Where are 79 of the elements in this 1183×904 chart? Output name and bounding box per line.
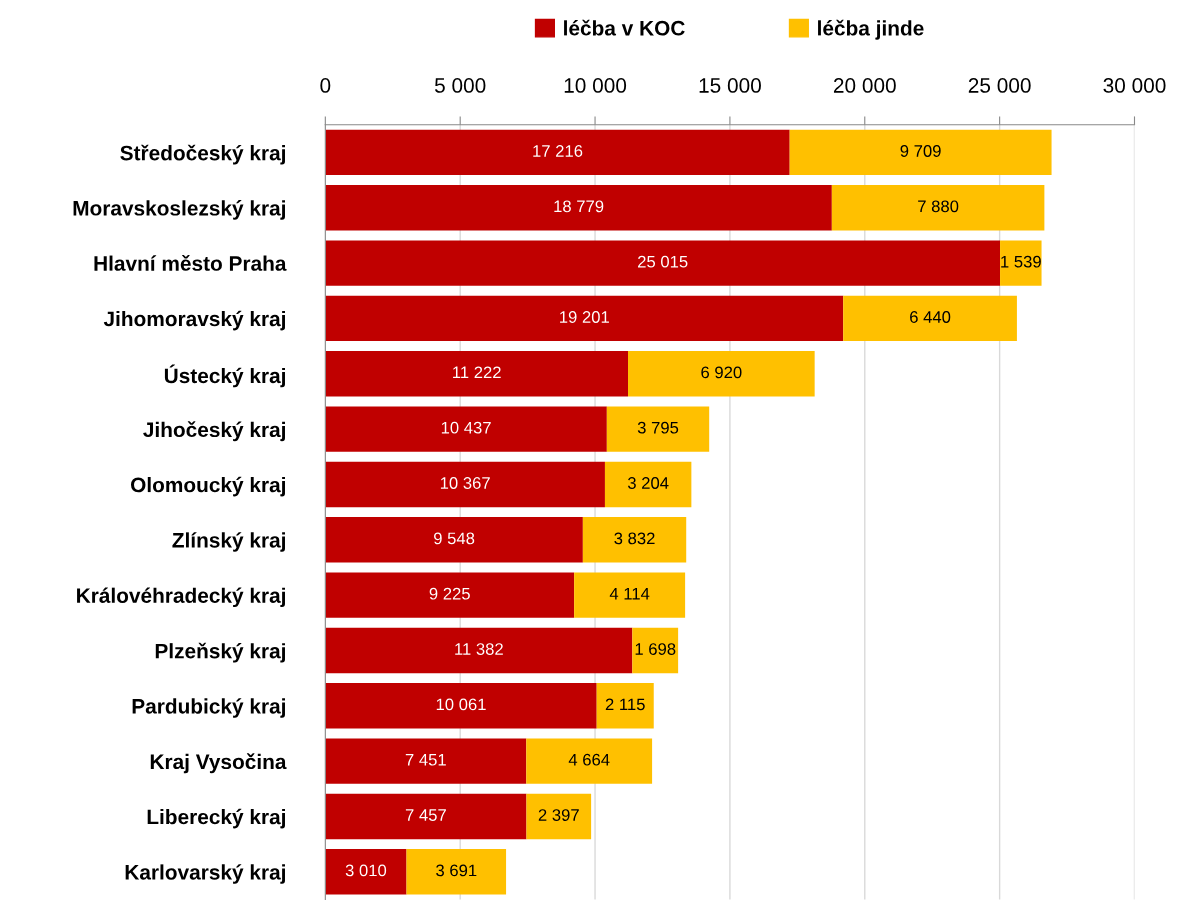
data-label: 11 222 [453,366,501,379]
bar [789,129,1052,176]
bar [325,351,629,397]
y-tick-label: Liberecký kraj [147,808,285,829]
data-label: 11 382 [455,643,503,655]
bar [325,849,407,895]
bar [325,572,575,618]
y-tick-label: Jihočeský kraj [143,421,285,442]
bar [574,572,686,618]
data-label: 19 201 [560,311,609,323]
bar [596,683,654,729]
bar [526,793,592,840]
bar [325,461,605,508]
bar [325,683,597,729]
bar [406,849,507,895]
y-tick-label: Zlínský kraj [172,532,285,552]
data-label: 7 451 [405,753,446,766]
data-label: 25 015 [638,255,688,268]
data-label: 10 367 [440,477,490,489]
data-label: 6 920 [701,366,742,379]
bar [325,793,527,840]
data-label: 17 216 [533,145,583,157]
bar [526,738,653,784]
data-label: 3 010 [345,864,387,877]
x-tick-label: 10 000 [564,78,627,93]
y-tick-label: Středočeský kraj [120,144,285,165]
data-label: 4 664 [568,753,610,766]
bar [325,517,583,563]
y-tick-label: Karlovarský kraj [125,864,285,884]
bar [632,627,679,674]
bar [831,185,1045,231]
data-label: 3 795 [637,421,679,434]
bar [843,295,1017,342]
x-tick-label: 30 000 [1103,78,1166,93]
legend-label: léčba v KOC [564,19,685,36]
data-label: 7 457 [405,809,446,821]
bar [325,627,633,674]
x-tick-label: 20 000 [833,78,896,93]
y-tick-label: Královéhradecký kraj [77,587,285,608]
bar [606,406,710,452]
x-tick-label: 25 000 [968,78,1031,93]
y-tick-label: Hlavní město Praha [94,255,287,271]
data-label: 6 440 [910,311,951,323]
x-tick-label: 5 000 [434,78,486,93]
data-label: 2 397 [538,809,579,821]
bar [325,295,844,342]
data-label: 1 698 [635,643,676,655]
y-tick-label: Olomoucký kraj [130,476,285,497]
bar [1000,240,1042,286]
data-label: 18 779 [554,200,604,213]
bar [325,240,1001,286]
y-tick-label: Moravskoslezský kraj [73,200,285,220]
y-tick-label: Plzeňský kraj [155,642,285,663]
data-label: 4 114 [609,587,650,600]
bar [325,406,607,452]
y-tick-label: Ústecký kraj [164,364,285,388]
y-tick-label: Pardubický kraj [132,698,285,718]
data-label: 10 061 [436,698,486,711]
data-label: 2 115 [605,698,645,711]
bar [628,351,815,397]
data-label: 9 709 [900,145,941,157]
data-label: 10 437 [441,421,491,434]
x-tick-label: 0 [320,78,331,93]
bar [604,461,692,508]
bar [325,738,527,784]
data-label: 7 880 [918,200,959,213]
y-tick-label: Kraj Vysočina [150,753,287,774]
x-tick-label: 15 000 [699,78,761,93]
y-tick-label: Jihomoravský kraj [103,310,285,331]
data-label: 3 832 [614,532,655,545]
data-label: 3 204 [627,477,669,489]
bar [325,185,832,231]
data-label: 9 548 [434,532,475,545]
data-label: 1 539 [1001,255,1041,268]
bar [325,129,790,176]
bar [582,517,687,563]
data-label: 3 691 [436,864,477,877]
data-label: 9 225 [429,587,470,600]
legend-label: léčba jinde [818,19,924,40]
